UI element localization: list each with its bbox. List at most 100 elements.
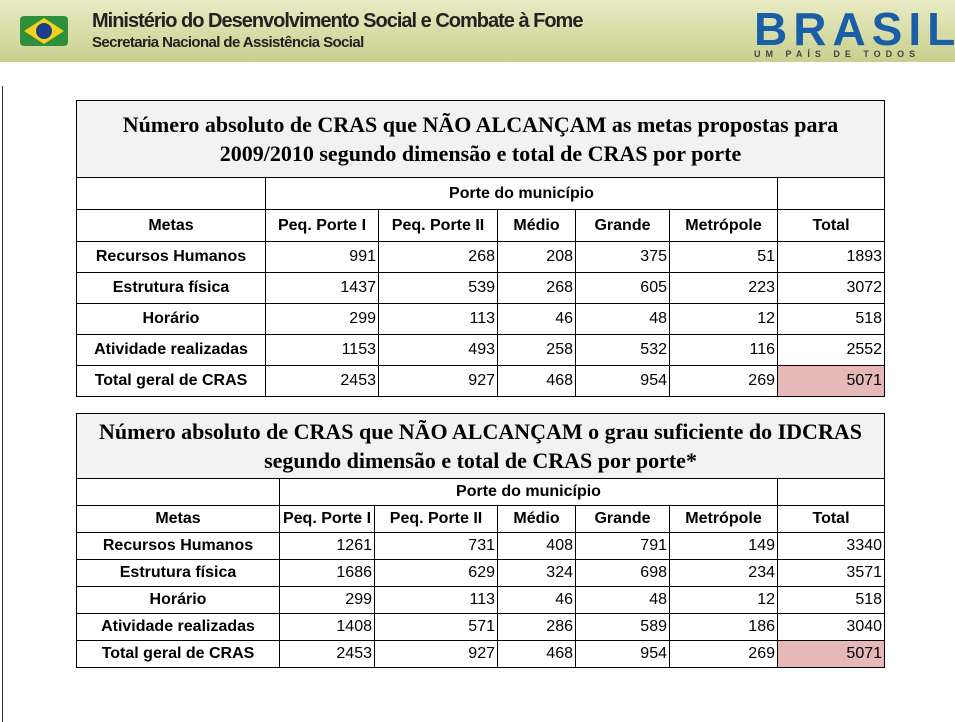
column-header: Médio: [497, 209, 576, 242]
cell: 2453: [265, 365, 379, 397]
cell: 518: [776, 303, 886, 335]
cell: 5071: [776, 640, 886, 668]
cell: 268: [497, 272, 576, 304]
data-row: Recursos Humanos 1261 731 408 791 149 3340: [76, 532, 886, 560]
header-bar: Ministério do Desenvolvimento Social e C…: [0, 0, 955, 62]
column-header: Metrópole: [669, 209, 778, 242]
cell: 571: [374, 613, 498, 641]
cell: 518: [776, 586, 886, 614]
data-row: Estrutura física 1686 629 324 698 234 3571: [76, 559, 886, 587]
column-header: Peq. Porte I: [265, 209, 379, 242]
row-label: Horário: [76, 586, 280, 614]
cell: 2453: [279, 640, 375, 668]
cell: 46: [497, 586, 576, 614]
cell: 408: [497, 532, 576, 560]
row-label: Horário: [76, 303, 266, 335]
flag-icon: [20, 16, 68, 46]
cell: 234: [669, 559, 778, 587]
data-row: Atividade realizadas 1408 571 286 589 186 3040: [76, 613, 886, 641]
cell: 532: [575, 334, 670, 366]
cell: 258: [497, 334, 576, 366]
cell: 113: [378, 303, 498, 335]
cell: 698: [575, 559, 670, 587]
table: Número absoluto de CRAS que NÃO ALCANÇAM…: [75, 100, 886, 397]
cell: 468: [497, 640, 576, 668]
data-row: Atividade realizadas 1153 493 258 532 116 2552: [76, 334, 886, 366]
slogan: UM PAÍS DE TODOS: [754, 49, 921, 59]
column-header: Total: [776, 505, 886, 533]
cell: 3040: [776, 613, 886, 641]
cell: 731: [374, 532, 498, 560]
row-label: Total geral de CRAS: [76, 365, 266, 397]
group-header: Porte do município: [279, 478, 778, 506]
row-label: Atividade realizadas: [76, 334, 266, 366]
cell: 299: [279, 586, 375, 614]
cell: 605: [575, 272, 670, 304]
cell: 48: [575, 586, 670, 614]
column-header: Grande: [575, 209, 670, 242]
data-row: Horário 299 113 46 48 12 518: [76, 586, 886, 614]
column-header: Médio: [497, 505, 576, 533]
cell: 269: [669, 640, 778, 668]
cell: 927: [378, 365, 498, 397]
header-row: Porte do município: [76, 177, 886, 210]
cell: 116: [669, 334, 778, 366]
row-label: Estrutura física: [76, 559, 280, 587]
row-label: Atividade realizadas: [76, 613, 280, 641]
cell: 3340: [776, 532, 886, 560]
cell: 1437: [265, 272, 379, 304]
cell: 3072: [776, 272, 886, 304]
table-title: Número absoluto de CRAS que NÃO ALCANÇAM…: [75, 100, 886, 178]
cell: 286: [497, 613, 576, 641]
cell: 12: [669, 303, 778, 335]
column-header: Peq. Porte I: [279, 505, 375, 533]
empty-cell: [776, 177, 886, 210]
cell: 991: [265, 241, 379, 273]
cell: 791: [575, 532, 670, 560]
data-row: Total geral de CRAS 2453 927 468 954 269 5071: [76, 640, 886, 668]
empty-cell: [76, 478, 280, 506]
cell: 269: [669, 365, 778, 397]
data-row: Total geral de CRAS 2453 927 468 954 269 5071: [76, 365, 886, 397]
cell: 954: [575, 640, 670, 668]
cell: 324: [497, 559, 576, 587]
cell: 493: [378, 334, 498, 366]
cell: 299: [265, 303, 379, 335]
cell: 927: [374, 640, 498, 668]
header-row: Porte do município: [76, 478, 886, 506]
cell: 268: [378, 241, 498, 273]
cell: 629: [374, 559, 498, 587]
column-header: Grande: [575, 505, 670, 533]
column-header: Metrópole: [669, 505, 778, 533]
frame-line: [2, 86, 3, 722]
data-row: Recursos Humanos 991 268 208 375 51 1893: [76, 241, 886, 273]
cell: 5071: [776, 365, 886, 397]
row-label: Recursos Humanos: [76, 241, 266, 273]
table-title: Número absoluto de CRAS que NÃO ALCANÇAM…: [75, 413, 886, 479]
cell: 468: [497, 365, 576, 397]
cell: 1893: [776, 241, 886, 273]
cell: 1408: [279, 613, 375, 641]
table: Número absoluto de CRAS que NÃO ALCANÇAM…: [75, 413, 886, 668]
row-label: Recursos Humanos: [76, 532, 280, 560]
group-header: Porte do município: [265, 177, 778, 210]
header-row: Metas Peq. Porte I Peq. Porte II Médio Grand…: [76, 209, 886, 242]
cell: 954: [575, 365, 670, 397]
cell: 589: [575, 613, 670, 641]
column-header: Metas: [76, 505, 280, 533]
row-label: Total geral de CRAS: [76, 640, 280, 668]
header-row: Metas Peq. Porte I Peq. Porte II Médio Grand…: [76, 505, 886, 533]
cell: 1153: [265, 334, 379, 366]
cell: 46: [497, 303, 576, 335]
cell: 113: [374, 586, 498, 614]
header-subtitle: Secretaria Nacional de Assistência Socia…: [92, 34, 364, 51]
cell: 2552: [776, 334, 886, 366]
cell: 208: [497, 241, 576, 273]
cell: 1686: [279, 559, 375, 587]
data-row: Horário 299 113 46 48 12 518: [76, 303, 886, 335]
row-label: Estrutura física: [76, 272, 266, 304]
cell: 223: [669, 272, 778, 304]
title-row: Número absoluto de CRAS que NÃO ALCANÇAM…: [75, 100, 886, 178]
column-header: Peq. Porte II: [374, 505, 498, 533]
